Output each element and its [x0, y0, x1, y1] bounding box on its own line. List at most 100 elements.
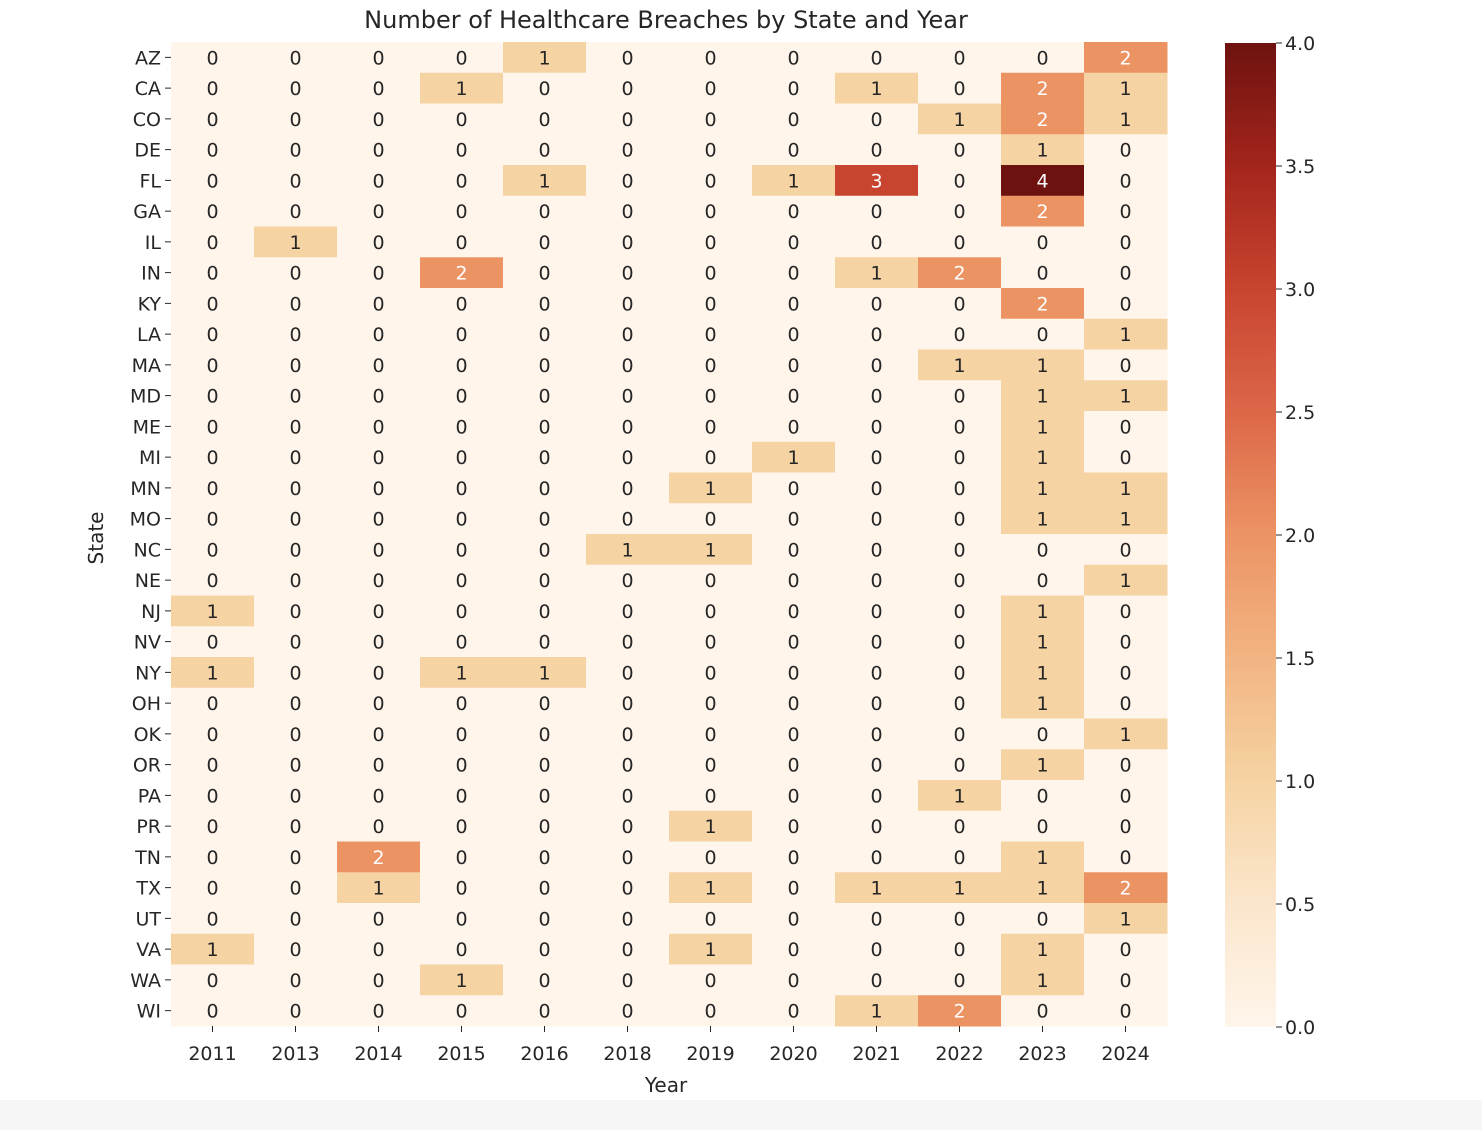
heatmap-cell-LA-2022: [918, 318, 1002, 350]
y-tick-label-MI: MI: [139, 447, 161, 469]
cell-value-NC-2019: 1: [704, 539, 716, 561]
heatmap-cell-OH-2014: [337, 687, 421, 719]
heatmap-cell-DE-2023: [1001, 134, 1085, 166]
colorbar-tick-label: 4.0: [1285, 33, 1315, 55]
cell-value-UT-2024: 1: [1119, 908, 1131, 930]
heatmap-cell-WI-2020: [752, 995, 836, 1027]
cell-value-TN-2013: 0: [289, 847, 301, 869]
cell-value-NJ-2016: 0: [538, 601, 550, 623]
heatmap-cell-PR-2023: [1001, 810, 1085, 842]
heatmap-cell-PR-2016: [503, 810, 587, 842]
cell-value-CA-2011: 0: [206, 78, 218, 100]
heatmap-cell-KY-2011: [171, 288, 255, 320]
heatmap-cell-MO-2011: [171, 503, 255, 535]
cell-value-LA-2015: 0: [455, 324, 467, 346]
cell-value-MO-2020: 0: [787, 509, 799, 531]
cell-value-PR-2018: 0: [621, 816, 633, 838]
heatmap-cell-CO-2015: [420, 103, 504, 135]
cell-value-NJ-2011: 1: [206, 601, 218, 623]
heatmap-cell-WI-2021: [835, 995, 919, 1027]
cell-value-IN-2019: 0: [704, 263, 716, 285]
cell-value-IN-2014: 0: [372, 263, 384, 285]
cell-value-OR-2023: 1: [1036, 755, 1048, 777]
cell-value-CO-2022: 1: [953, 109, 965, 131]
heatmap-cell-ME-2015: [420, 411, 504, 443]
cell-value-CA-2019: 0: [704, 78, 716, 100]
cell-value-IN-2013: 0: [289, 263, 301, 285]
cell-value-PR-2020: 0: [787, 816, 799, 838]
heatmap-cell-CO-2011: [171, 103, 255, 135]
cell-value-IN-2018: 0: [621, 263, 633, 285]
heatmap-cell-FL-2020: [752, 165, 836, 197]
heatmap-cell-NC-2016: [503, 534, 587, 566]
heatmap-cell-IL-2011: [171, 226, 255, 258]
heatmap-cell-KY-2018: [586, 288, 670, 320]
cell-value-PA-2013: 0: [289, 785, 301, 807]
cell-value-GA-2022: 0: [953, 201, 965, 223]
heatmap-cell-AZ-2022: [918, 42, 1002, 74]
cell-value-TX-2011: 0: [206, 878, 218, 900]
cell-value-NE-2023: 0: [1036, 570, 1048, 592]
x-tick-label-2018: 2018: [603, 1043, 651, 1065]
cell-value-NJ-2023: 1: [1036, 601, 1048, 623]
heatmap-cell-MI-2021: [835, 441, 919, 473]
cell-value-VA-2020: 0: [787, 939, 799, 961]
cell-value-UT-2021: 0: [870, 908, 882, 930]
cell-value-PA-2016: 0: [538, 785, 550, 807]
cell-value-CO-2018: 0: [621, 109, 633, 131]
cell-value-PA-2019: 0: [704, 785, 716, 807]
cell-value-LA-2020: 0: [787, 324, 799, 346]
heatmap-cell-NJ-2019: [669, 595, 753, 627]
heatmap-cell-UT-2011: [171, 903, 255, 935]
cell-value-WI-2022: 2: [953, 1001, 965, 1023]
heatmap-cell-TX-2018: [586, 872, 670, 904]
cell-value-CO-2014: 0: [372, 109, 384, 131]
cell-value-AZ-2023: 0: [1036, 47, 1048, 69]
cell-value-MO-2015: 0: [455, 509, 467, 531]
cell-value-OH-2015: 0: [455, 693, 467, 715]
cell-value-UT-2015: 0: [455, 908, 467, 930]
cell-value-NC-2014: 0: [372, 539, 384, 561]
cell-value-GA-2016: 0: [538, 201, 550, 223]
heatmap-cell-TX-2016: [503, 872, 587, 904]
heatmap-cell-NC-2011: [171, 534, 255, 566]
heatmap-cell-NC-2023: [1001, 534, 1085, 566]
heatmap-cell-ME-2016: [503, 411, 587, 443]
heatmap-cell-WI-2015: [420, 995, 504, 1027]
heatmap-cell-NC-2022: [918, 534, 1002, 566]
heatmap-cell-OK-2021: [835, 718, 919, 750]
cell-value-NE-2011: 0: [206, 570, 218, 592]
heatmap-cell-NJ-2013: [254, 595, 338, 627]
cell-value-UT-2020: 0: [787, 908, 799, 930]
heatmap-cell-NJ-2020: [752, 595, 836, 627]
cell-value-PA-2011: 0: [206, 785, 218, 807]
cell-value-IL-2013: 1: [289, 232, 301, 254]
heatmap-cell-PA-2016: [503, 780, 587, 812]
heatmap-cell-NV-2022: [918, 626, 1002, 658]
heatmap-cell-WA-2013: [254, 964, 338, 996]
cell-value-PR-2014: 0: [372, 816, 384, 838]
cell-value-WI-2023: 0: [1036, 1001, 1048, 1023]
cell-value-IN-2021: 1: [870, 263, 882, 285]
heatmap-cell-GA-2015: [420, 195, 504, 227]
cell-value-NE-2018: 0: [621, 570, 633, 592]
cell-value-ME-2022: 0: [953, 416, 965, 438]
cell-value-MI-2014: 0: [372, 447, 384, 469]
cell-value-OH-2024: 0: [1119, 693, 1131, 715]
heatmap-cell-FL-2022: [918, 165, 1002, 197]
heatmap-cell-PR-2014: [337, 810, 421, 842]
heatmap-cell-CO-2018: [586, 103, 670, 135]
cell-value-NV-2016: 0: [538, 632, 550, 654]
heatmap-cell-NC-2019: [669, 534, 753, 566]
heatmap-cell-IN-2015: [420, 257, 504, 289]
heatmap-cell-ME-2011: [171, 411, 255, 443]
cell-value-DE-2023: 1: [1036, 140, 1048, 162]
heatmap-cell-NY-2020: [752, 657, 836, 689]
colorbar: [1225, 43, 1276, 1027]
heatmap-cell-CO-2024: [1084, 103, 1168, 135]
cell-value-MO-2022: 0: [953, 509, 965, 531]
cell-value-KY-2018: 0: [621, 293, 633, 315]
cell-value-DE-2015: 0: [455, 140, 467, 162]
heatmap-cell-TN-2023: [1001, 841, 1085, 873]
cell-value-WA-2016: 0: [538, 970, 550, 992]
